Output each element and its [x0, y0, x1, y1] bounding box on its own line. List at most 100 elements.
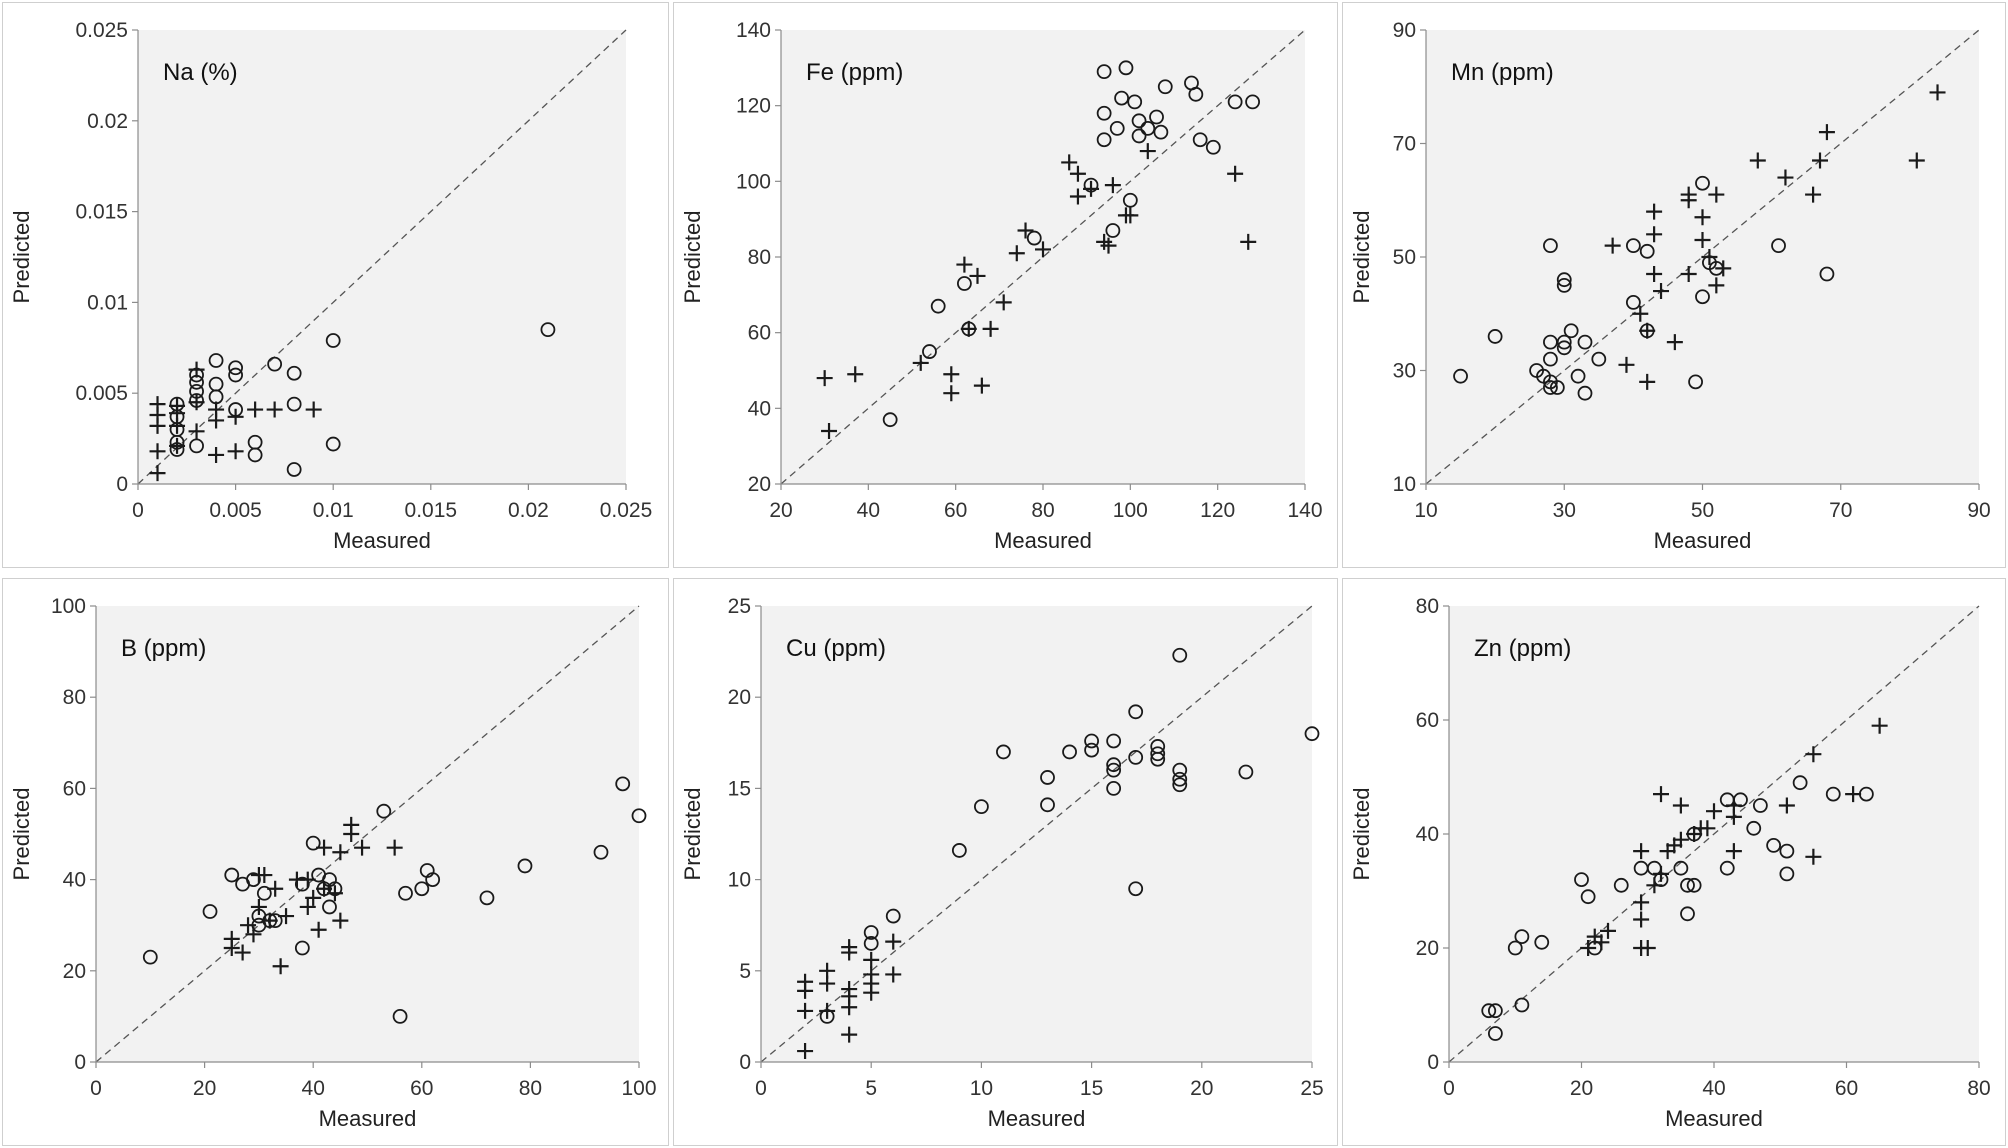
data-point-circle: [392, 1008, 408, 1024]
y-axis-title: Predicted: [9, 211, 34, 304]
y-tick-label: 40: [748, 397, 771, 420]
y-tick-label: 70: [1393, 133, 1416, 156]
identity-line: [780, 29, 1306, 485]
x-tick-label: 80: [1031, 499, 1054, 522]
data-point-plus: [245, 926, 262, 943]
data-point-circle: [1172, 762, 1188, 778]
data-point-circle: [930, 298, 946, 314]
data-point-plus: [1908, 152, 1925, 169]
data-point-plus: [1139, 143, 1156, 160]
data-point-plus: [354, 839, 371, 856]
data-point-circle: [414, 881, 430, 897]
y-tick-label: 0.025: [75, 19, 128, 42]
data-point-circle: [1686, 877, 1702, 893]
data-point-circle: [1140, 120, 1156, 136]
x-tick-label: 60: [410, 1077, 433, 1100]
data-point-plus: [188, 361, 205, 378]
data-point-circle: [1580, 889, 1596, 905]
data-point-plus: [969, 267, 986, 284]
data-point-plus: [943, 366, 960, 383]
data-point-plus: [1818, 124, 1835, 141]
y-axis-title: Predicted: [680, 211, 705, 304]
data-point-plus: [1694, 209, 1711, 226]
data-point-plus: [1083, 180, 1100, 197]
y-tick-label: 10: [728, 869, 751, 892]
data-point-plus: [266, 401, 283, 418]
data-point-circle: [1570, 368, 1586, 384]
identity-line: [95, 605, 640, 1063]
y-tick-label: 60: [1416, 709, 1439, 732]
data-point-circle: [1128, 749, 1144, 765]
scatter-chart-mn: 10 30 50 70 90 10 30 50 70 90 Measured Predicted Mn …: [1349, 19, 1991, 553]
data-point-plus: [267, 880, 284, 897]
x-tick-label: 0.005: [209, 499, 262, 522]
data-point-plus: [1580, 940, 1597, 956]
data-point-plus: [797, 982, 814, 999]
data-point-circle: [322, 899, 337, 915]
data-point-circle: [1613, 877, 1629, 893]
data-point-circle: [1105, 223, 1121, 238]
y-tick-label: 20: [63, 960, 86, 983]
data-point-circle: [1563, 323, 1579, 339]
panel-title: B (ppm): [121, 635, 206, 662]
data-point-circle: [1096, 105, 1112, 121]
y-axis-title: Predicted: [680, 788, 705, 881]
data-point-plus: [1653, 865, 1669, 882]
data-point-circle: [973, 799, 989, 815]
data-point-plus: [1708, 277, 1725, 294]
data-point-plus: [956, 256, 973, 273]
y-tick-label: 10: [1393, 473, 1416, 496]
data-point-circle: [1188, 86, 1204, 102]
y-axis-title: Predicted: [9, 788, 34, 881]
data-point-plus: [1633, 843, 1650, 860]
panel-mn: 10 30 50 70 90 10 30 50 70 90 Measured Predicted Mn …: [1342, 2, 2006, 568]
data-point-circle: [1695, 175, 1710, 191]
panel-title: Mn (ppm): [1451, 59, 1554, 86]
data-point-circle: [1556, 272, 1572, 288]
data-point-circle: [1150, 746, 1166, 762]
data-point-plus: [1104, 177, 1121, 194]
data-point-plus: [1871, 717, 1888, 734]
data-point-plus: [1017, 222, 1034, 239]
data-point-plus: [912, 354, 929, 371]
data-point-circle: [1752, 798, 1768, 813]
data-point-circle: [286, 462, 302, 477]
data-point-circle: [1106, 762, 1122, 778]
data-point-circle: [247, 447, 263, 463]
data-point-circle: [1577, 334, 1593, 350]
data-point-circle: [1118, 60, 1134, 76]
scatter-chart-fe: 20 40 60 80 100 120 140 20 40 60 80 100 120 140 Measur…: [680, 19, 1323, 553]
data-point-circle: [1577, 385, 1593, 401]
data-point-plus: [326, 885, 343, 902]
x-tick-label: 25: [1300, 1077, 1323, 1100]
data-point-plus: [973, 377, 990, 394]
data-point-plus: [1632, 305, 1649, 322]
x-tick-label: 100: [621, 1077, 656, 1100]
data-point-plus: [819, 975, 836, 992]
data-point-plus: [995, 294, 1012, 311]
x-tick-label: 0: [90, 1077, 102, 1100]
data-point-circle: [1245, 94, 1260, 110]
data-point-plus: [332, 912, 349, 929]
panel-title: Cu (ppm): [786, 635, 886, 662]
data-point-circle: [1543, 238, 1558, 254]
y-tick-label: 0.02: [87, 110, 128, 133]
data-point-circle: [189, 438, 204, 454]
data-point-circle: [1549, 380, 1565, 395]
y-tick-label: 40: [63, 869, 86, 892]
data-point-circle: [922, 344, 937, 359]
data-point-circle: [1779, 866, 1795, 882]
data-point-plus: [299, 898, 316, 915]
data-point-plus: [863, 984, 880, 1001]
data-point-plus: [960, 320, 977, 337]
data-point-circle: [1825, 786, 1841, 802]
data-point-plus: [816, 370, 833, 387]
scatter-chart-na: 0 0.005 0.01 0.015 0.02 0.025 0 0.005 0.01 0.015 0…: [9, 19, 652, 553]
x-tick-label: 0.015: [405, 499, 458, 522]
data-point-circle: [1084, 742, 1100, 758]
y-tick-label: 0: [74, 1051, 86, 1074]
data-point-circle: [224, 867, 240, 883]
data-point-circle: [1172, 647, 1188, 663]
data-point-plus: [1122, 207, 1139, 224]
data-point-circle: [325, 436, 341, 452]
